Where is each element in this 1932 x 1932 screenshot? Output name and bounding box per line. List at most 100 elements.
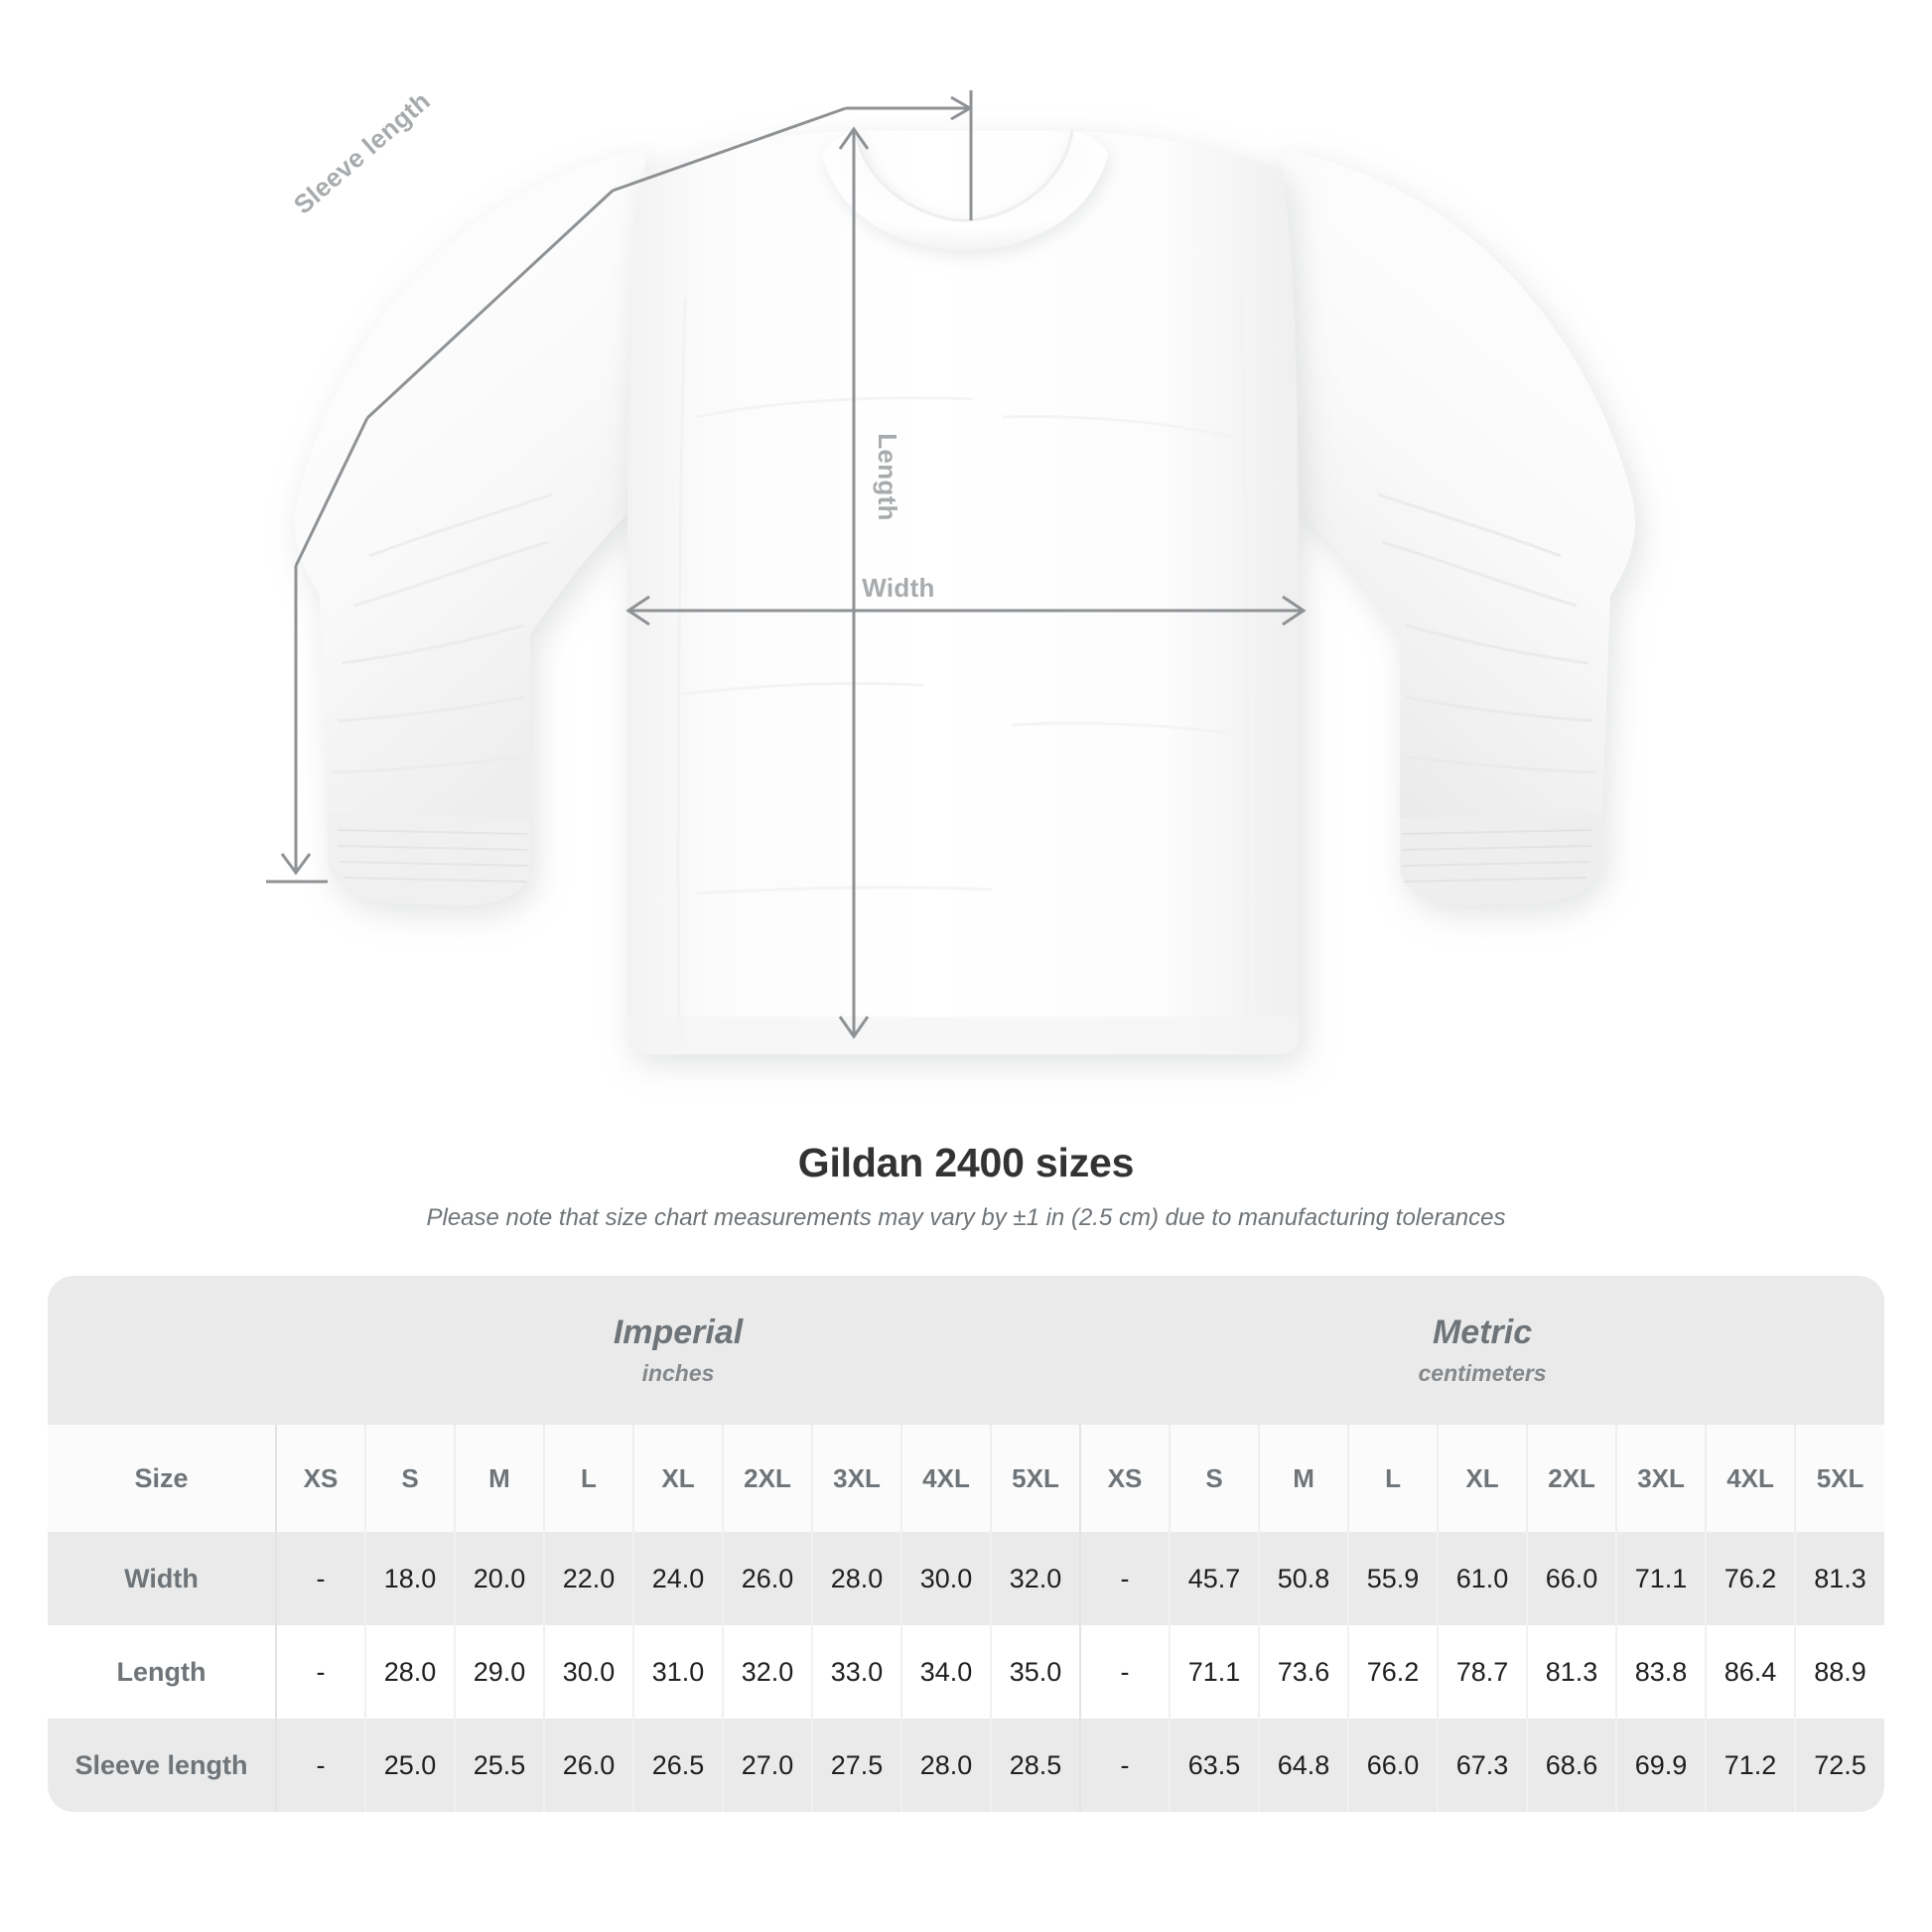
dimension-lines — [266, 90, 1307, 1039]
cell-sleeve-metric-l: 66.0 — [1347, 1719, 1439, 1812]
cell-length-metric-2xl: 81.3 — [1526, 1625, 1617, 1719]
cell-width-imperial-xl: 24.0 — [632, 1532, 723, 1625]
size-header-imperial-xl: XL — [632, 1425, 723, 1532]
cell-length-metric-xs: - — [1079, 1625, 1171, 1719]
cell-sleeve-imperial-l: 26.0 — [543, 1719, 633, 1812]
cell-sleeve-imperial-3xl: 27.5 — [811, 1719, 901, 1812]
garment-svg — [266, 90, 1636, 1054]
cell-width-imperial-l: 22.0 — [543, 1532, 633, 1625]
cell-sleeve-metric-5xl: 72.5 — [1794, 1719, 1885, 1812]
cell-length-imperial-5xl: 35.0 — [989, 1625, 1081, 1719]
size-column-header: Size — [48, 1425, 276, 1532]
cell-width-imperial-5xl: 32.0 — [989, 1532, 1081, 1625]
imperial-group-header: Imperial inches — [276, 1276, 1081, 1425]
cell-sleeve-metric-4xl: 71.2 — [1705, 1719, 1796, 1812]
width-arrow-left — [625, 595, 650, 626]
size-header-metric-xs: XS — [1079, 1425, 1171, 1532]
title-block: Gildan 2400 sizes Please note that size … — [0, 1140, 1932, 1232]
cell-sleeve-imperial-xs: - — [275, 1719, 365, 1812]
metric-label: Metric — [1432, 1312, 1533, 1351]
cell-width-metric-s: 45.7 — [1169, 1532, 1260, 1625]
cell-width-metric-l: 55.9 — [1347, 1532, 1439, 1625]
cell-length-imperial-4xl: 34.0 — [900, 1625, 991, 1719]
cell-sleeve-metric-3xl: 69.9 — [1615, 1719, 1707, 1812]
size-table: Imperial inches Metric centimeters Size … — [48, 1276, 1885, 1812]
size-table-container: Imperial inches Metric centimeters Size … — [48, 1276, 1885, 1812]
sleeve-lower-diagonal — [294, 417, 369, 567]
cell-width-metric-xl: 61.0 — [1437, 1532, 1528, 1625]
cell-sleeve-imperial-s: 25.0 — [364, 1719, 455, 1812]
cell-sleeve-metric-xl: 67.3 — [1437, 1719, 1528, 1812]
cell-length-metric-3xl: 83.8 — [1615, 1625, 1707, 1719]
size-header-imperial-2xl: 2XL — [722, 1425, 812, 1532]
cell-length-metric-xl: 78.7 — [1437, 1625, 1528, 1719]
collar — [822, 130, 1108, 250]
size-header-metric-3xl: 3XL — [1615, 1425, 1707, 1532]
sleeve-outer-diagonal — [365, 189, 615, 420]
left-sleeve — [294, 149, 645, 905]
length-dimension-label: Length — [873, 433, 902, 521]
sleeve-arrow-right — [950, 95, 973, 121]
width-dimension-label: Width — [862, 573, 935, 603]
cell-length-imperial-2xl: 32.0 — [722, 1625, 812, 1719]
table-row: Width - 18.0 20.0 22.0 24.0 26.0 28.0 30… — [48, 1532, 1885, 1625]
size-header-metric-5xl: 5XL — [1794, 1425, 1885, 1532]
width-arrow-right — [1282, 595, 1307, 626]
size-header-imperial-5xl: 5XL — [989, 1425, 1081, 1532]
size-header-metric-2xl: 2XL — [1526, 1425, 1617, 1532]
cell-width-metric-3xl: 71.1 — [1615, 1532, 1707, 1625]
cell-width-imperial-4xl: 30.0 — [900, 1532, 991, 1625]
cell-width-metric-xs: - — [1079, 1532, 1171, 1625]
sleeve-arrow-down — [280, 853, 312, 876]
cell-width-imperial-s: 18.0 — [364, 1532, 455, 1625]
cell-sleeve-imperial-4xl: 28.0 — [900, 1719, 991, 1812]
cell-length-imperial-xl: 31.0 — [632, 1625, 723, 1719]
size-header-imperial-m: M — [454, 1425, 544, 1532]
cell-sleeve-imperial-m: 25.5 — [454, 1719, 544, 1812]
cell-sleeve-metric-s: 63.5 — [1169, 1719, 1260, 1812]
cell-width-imperial-2xl: 26.0 — [722, 1532, 812, 1625]
shirt-graphic — [294, 130, 1636, 1054]
cell-sleeve-imperial-xl: 26.5 — [632, 1719, 723, 1812]
cell-sleeve-metric-2xl: 68.6 — [1526, 1719, 1617, 1812]
size-header-metric-xl: XL — [1437, 1425, 1528, 1532]
cell-length-imperial-3xl: 33.0 — [811, 1625, 901, 1719]
length-arrow-down — [838, 1016, 870, 1039]
cell-width-imperial-xs: - — [275, 1532, 365, 1625]
metric-group-header: Metric centimeters — [1080, 1276, 1885, 1425]
size-header-imperial-s: S — [364, 1425, 455, 1532]
page-title: Gildan 2400 sizes — [797, 1140, 1135, 1185]
cell-length-metric-5xl: 88.9 — [1794, 1625, 1885, 1719]
row-label-sleeve-length: Sleeve length — [48, 1719, 276, 1812]
cell-width-metric-5xl: 81.3 — [1794, 1532, 1885, 1625]
cell-length-metric-s: 71.1 — [1169, 1625, 1260, 1719]
sleeve-shoulder-diagonal — [612, 106, 847, 193]
cell-sleeve-metric-m: 64.8 — [1258, 1719, 1349, 1812]
cell-length-metric-m: 73.6 — [1258, 1625, 1349, 1719]
cell-width-imperial-3xl: 28.0 — [811, 1532, 901, 1625]
size-header-row: Size XS S M L XL 2XL 3XL 4XL 5XL XS S M … — [48, 1425, 1885, 1532]
shirt-body — [627, 131, 1299, 1054]
cell-length-imperial-m: 29.0 — [454, 1625, 544, 1719]
cell-width-metric-m: 50.8 — [1258, 1532, 1349, 1625]
cell-sleeve-imperial-2xl: 27.0 — [722, 1719, 812, 1812]
cell-length-imperial-l: 30.0 — [543, 1625, 633, 1719]
size-header-metric-l: L — [1347, 1425, 1439, 1532]
size-header-imperial-l: L — [543, 1425, 633, 1532]
cell-length-metric-4xl: 86.4 — [1705, 1625, 1796, 1719]
size-header-imperial-xs: XS — [275, 1425, 365, 1532]
size-header-imperial-4xl: 4XL — [900, 1425, 991, 1532]
table-row: Length - 28.0 29.0 30.0 31.0 32.0 33.0 3… — [48, 1625, 1885, 1719]
page-subtitle: Please note that size chart measurements… — [426, 1204, 1506, 1231]
imperial-units-label: inches — [641, 1360, 715, 1387]
unit-header-spacer — [48, 1276, 276, 1425]
cell-width-metric-2xl: 66.0 — [1526, 1532, 1617, 1625]
row-label-length: Length — [48, 1625, 276, 1719]
right-sleeve — [1281, 149, 1636, 905]
garment-illustration: Sleeve length Length Width — [266, 85, 1636, 1054]
size-header-metric-s: S — [1169, 1425, 1260, 1532]
imperial-label: Imperial — [613, 1312, 744, 1351]
row-label-width: Width — [48, 1532, 276, 1625]
cell-sleeve-metric-xs: - — [1079, 1719, 1171, 1812]
